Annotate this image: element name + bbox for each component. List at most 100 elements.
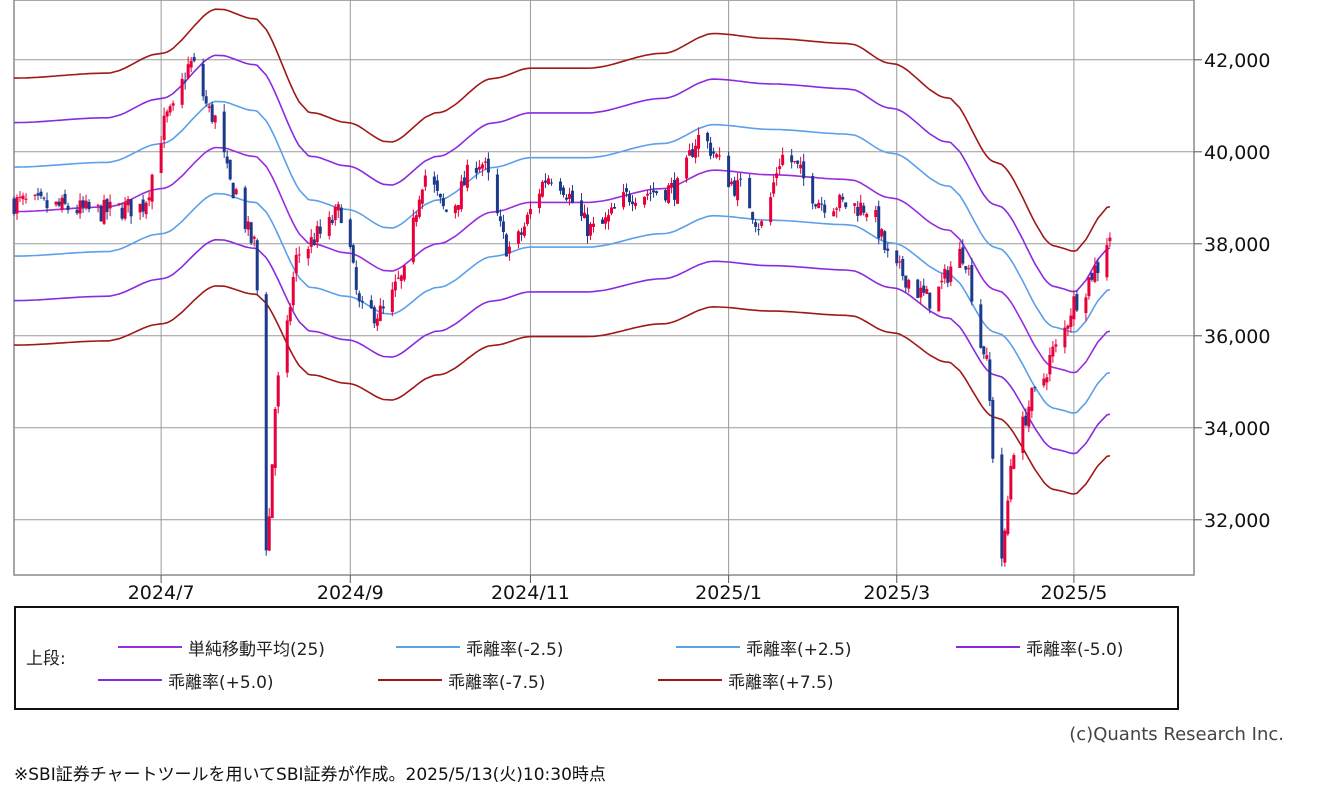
candle-body <box>1027 406 1031 427</box>
candle-body <box>108 201 112 209</box>
candle-body <box>309 237 313 247</box>
candle-body <box>438 193 442 198</box>
candle-body <box>276 375 280 407</box>
candle-body <box>462 177 466 186</box>
candle-body <box>588 224 592 236</box>
candle-body <box>24 198 28 200</box>
candle-body <box>754 222 758 227</box>
candle-body <box>1009 465 1013 500</box>
candle-body <box>1048 354 1052 375</box>
candle-body <box>697 134 701 149</box>
candle-body <box>393 281 397 291</box>
candle-body <box>1084 297 1088 314</box>
candle-body <box>150 174 154 202</box>
candle-body <box>709 142 713 156</box>
candle-body <box>793 161 797 163</box>
candle-body <box>1003 530 1007 563</box>
candle-body <box>348 219 352 247</box>
candle-body <box>607 215 611 222</box>
candle-body <box>769 197 773 223</box>
candle-body <box>39 191 43 197</box>
candle-body <box>781 154 785 165</box>
candle-body <box>501 221 505 233</box>
candle-body <box>691 149 695 157</box>
candle-body <box>844 202 848 208</box>
candle-body <box>925 289 929 294</box>
candle-body <box>36 193 40 196</box>
candle-body <box>204 96 208 104</box>
candle-body <box>760 221 764 226</box>
candle-body <box>417 199 421 217</box>
y-tick-label: 42,000 <box>1204 50 1270 72</box>
candle-body <box>676 178 680 204</box>
candle-body <box>504 234 508 257</box>
candle-body <box>147 197 151 201</box>
candle-body <box>12 198 16 214</box>
candle-body <box>1024 415 1028 426</box>
candle-body <box>988 359 992 401</box>
legend-item-ma25: 単純移動平均(25) <box>118 635 325 660</box>
candle-body <box>63 193 67 204</box>
candle-body <box>1021 416 1025 453</box>
candle-body <box>537 193 541 209</box>
legend-item-dev-plus-7-5: 乖離率(+7.5) <box>658 668 834 693</box>
candle-body <box>664 189 668 201</box>
source-footnote: ※SBI証券チャートツールを用いてSBI証券が作成。2025/5/13(火)10… <box>14 765 606 785</box>
candle-body <box>78 200 82 214</box>
band-line <box>14 100 1111 333</box>
candle-body <box>570 190 574 203</box>
band-line <box>14 8 1111 253</box>
candle-body <box>96 204 100 206</box>
legend-swatch <box>378 679 442 681</box>
candle-body <box>883 231 887 250</box>
candle-body <box>18 196 22 198</box>
candle-body <box>246 221 250 230</box>
candle-body <box>159 143 163 173</box>
candle-body <box>411 217 415 263</box>
candle-body <box>982 346 986 355</box>
candle-body <box>339 207 343 224</box>
candle-body <box>712 151 716 154</box>
candle-body <box>1069 315 1073 327</box>
candle-body <box>333 206 337 221</box>
x-tick-label: 2025/3 <box>863 582 930 600</box>
candle-body <box>579 200 583 217</box>
candle-body <box>832 211 836 217</box>
candle-body <box>1000 454 1004 559</box>
candle-body <box>201 64 205 97</box>
legend-swatch <box>396 646 460 648</box>
candle-body <box>853 203 857 206</box>
candle-body <box>267 516 271 551</box>
band-line <box>14 192 1111 414</box>
candle-body <box>856 206 860 216</box>
candle-body <box>312 239 316 245</box>
candle-body <box>285 320 289 373</box>
candle-body <box>874 210 878 218</box>
candle-body <box>141 199 145 212</box>
candle-body <box>943 268 947 279</box>
candle-body <box>564 197 568 200</box>
candle-body <box>736 180 740 201</box>
candle-body <box>168 106 172 113</box>
candle-body <box>1096 262 1100 273</box>
legend-label: 乖離率(-2.5) <box>466 639 564 660</box>
candle-body <box>916 279 920 298</box>
candle-body <box>375 318 379 326</box>
candle-body <box>718 155 722 157</box>
candle-body <box>183 80 187 82</box>
legend-swatch <box>118 646 182 648</box>
x-tick-label: 2025/1 <box>695 582 762 600</box>
candle-body <box>670 182 674 188</box>
y-tick-label: 40,000 <box>1204 142 1270 164</box>
candle-body <box>360 300 364 303</box>
candle-body <box>138 203 142 213</box>
candle-body <box>318 226 322 234</box>
candle-body <box>207 106 211 108</box>
candle-body <box>919 287 923 298</box>
candle-body <box>922 285 926 293</box>
legend-swatch <box>956 646 1020 648</box>
grid <box>14 0 1194 575</box>
candle-body <box>949 266 953 282</box>
candle-body <box>102 199 106 224</box>
candle-body <box>213 115 217 123</box>
